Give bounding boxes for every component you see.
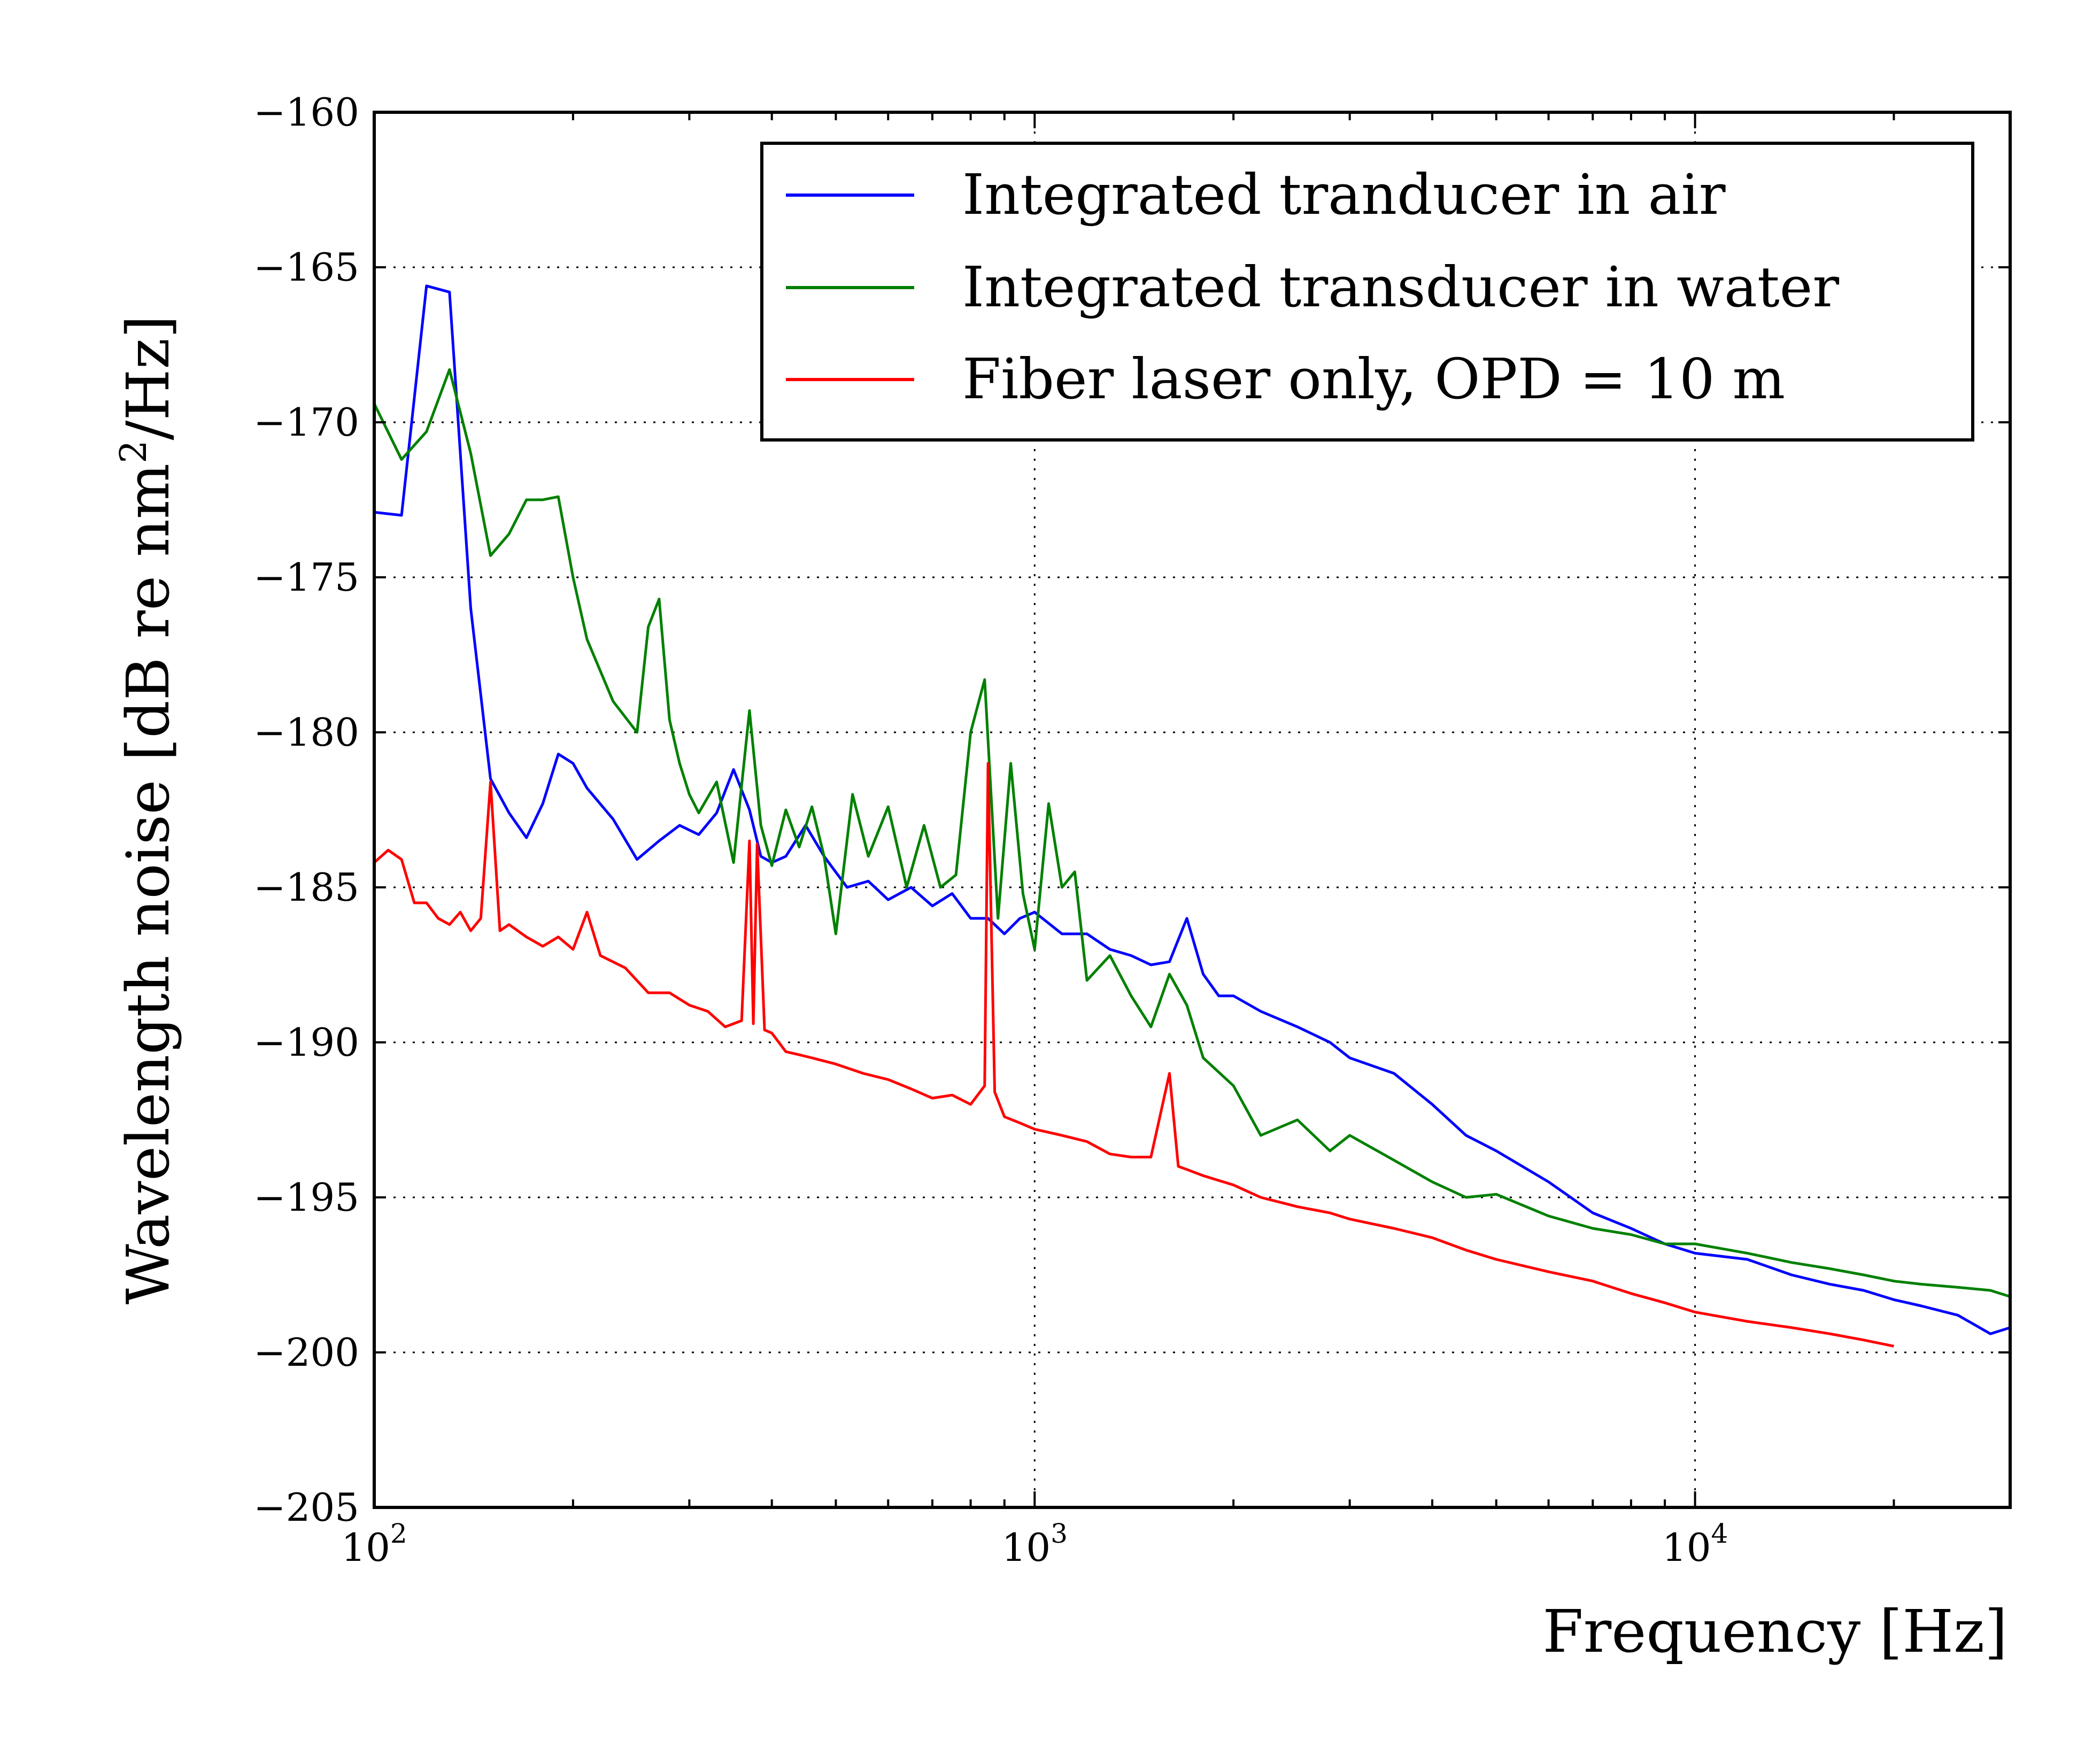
- series-line-air: [374, 284, 2010, 1335]
- y-tick-label: −175: [253, 555, 359, 600]
- y-axis-label-superscript: 2: [113, 440, 155, 463]
- legend-label-air: Integrated tranducer in air: [962, 162, 1726, 227]
- x-tick-label: 104: [1662, 1518, 1728, 1570]
- y-axis-label: Wavelength noise [dB re nm2/Hz]: [113, 315, 182, 1305]
- legend-label-water: Integrated transducer in water: [962, 254, 1839, 320]
- series-line-water: [374, 368, 2010, 1298]
- legend: Integrated tranducer in air Integrated t…: [760, 142, 1974, 442]
- y-tick-label: −195: [253, 1175, 359, 1220]
- y-tick-label: −205: [253, 1485, 359, 1530]
- legend-label-fiber-laser: Fiber laser only, OPD = 10 m: [962, 346, 1785, 412]
- y-tick-label: −185: [253, 865, 359, 910]
- y-axis-label-tail: /Hz]: [114, 315, 182, 440]
- y-tick-label: −170: [253, 400, 359, 445]
- y-tick-label: −190: [253, 1020, 359, 1065]
- y-tick-label: −160: [253, 90, 359, 135]
- legend-box: [760, 142, 1974, 442]
- axis-ticks: −160 −165 −170 −175 −180 −185 −190 −195 −200 −205…: [253, 90, 2011, 1570]
- x-axis-label: Frequency [Hz]: [1542, 1597, 2007, 1666]
- x-tick-label: 103: [1002, 1518, 1068, 1570]
- y-axis-label-main: Wavelength noise [dB re nm: [114, 463, 182, 1305]
- y-tick-label: −180: [253, 710, 359, 755]
- y-tick-label: −200: [253, 1330, 359, 1375]
- series-layer: [374, 284, 2010, 1348]
- series-line-fiber-laser: [374, 762, 1895, 1348]
- x-tick-label: 102: [341, 1518, 407, 1570]
- y-tick-label: −165: [253, 245, 359, 290]
- plot-frame: [373, 111, 2012, 1509]
